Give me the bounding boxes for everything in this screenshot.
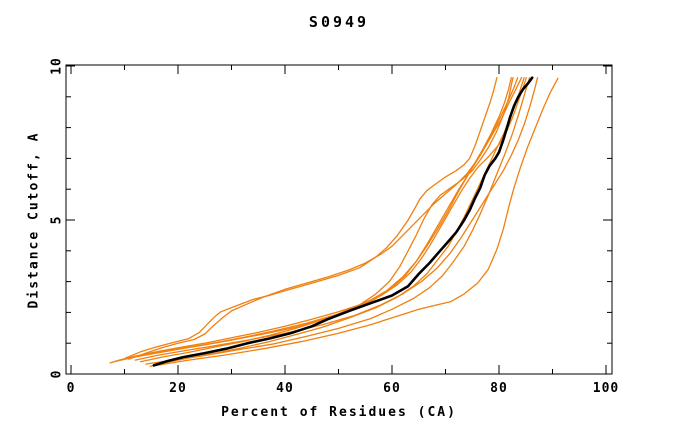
model-curve-model-05 bbox=[149, 77, 525, 367]
model-curve-model-01 bbox=[124, 77, 498, 359]
x-tick-label-20: 20 bbox=[169, 381, 187, 396]
model-curve-model-08 bbox=[155, 77, 559, 367]
x-axis-label: Percent of Residues (CA) bbox=[221, 405, 457, 420]
y-tick-label-10: 10 bbox=[49, 57, 65, 75]
highlighted-model-curve bbox=[152, 76, 534, 367]
x-tick-label-80: 80 bbox=[490, 381, 508, 396]
x-tick-label-60: 60 bbox=[383, 381, 401, 396]
model-curve-model-07 bbox=[134, 77, 539, 361]
chart-title: S0949 bbox=[308, 13, 370, 31]
x-tick-label-0: 0 bbox=[66, 381, 76, 396]
x-tick-label-100: 100 bbox=[592, 381, 620, 396]
model-curve-model-06 bbox=[145, 77, 531, 365]
model-curve-model-10 bbox=[113, 77, 523, 363]
y-tick-label-5: 5 bbox=[49, 215, 65, 225]
x-tick-label-40: 40 bbox=[276, 381, 294, 396]
y-tick-label-0: 0 bbox=[49, 369, 65, 379]
